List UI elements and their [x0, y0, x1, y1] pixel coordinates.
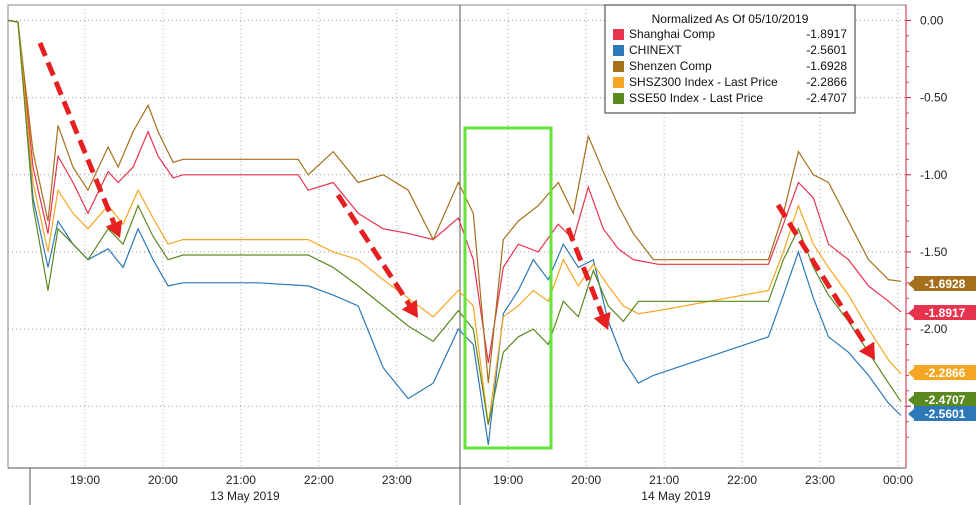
- x-tick-label: 21:00: [226, 473, 256, 487]
- series-line: [7, 19, 902, 384]
- series-line: [7, 19, 902, 425]
- x-tick-label: 22:00: [727, 473, 757, 487]
- trend-arrow: [37, 42, 117, 225]
- x-tick-label: 19:00: [70, 473, 100, 487]
- trend-arrow: [565, 227, 605, 317]
- end-value-label: -2.2866: [925, 366, 966, 380]
- end-value-badge: [914, 392, 976, 407]
- legend-entry-value: -1.6928: [806, 59, 847, 73]
- legend-entry-name: Shenzen Comp: [629, 59, 712, 73]
- legend-swatch: [613, 77, 624, 88]
- end-value-pointer: [908, 395, 914, 405]
- series-line: [7, 19, 902, 364]
- x-tick-label: 23:00: [382, 473, 412, 487]
- legend-swatch: [613, 45, 624, 56]
- legend-entry-value: -1.8917: [806, 27, 847, 41]
- end-value-badge: [914, 365, 976, 380]
- date-label: 14 May 2019: [641, 489, 711, 503]
- end-value-pointer: [908, 308, 914, 318]
- end-value-pointer: [908, 409, 914, 419]
- end-value-pointer: [908, 279, 914, 289]
- y-tick-label: -1.50: [920, 245, 948, 259]
- end-value-label: -2.5601: [925, 407, 966, 421]
- trend-arrow: [775, 203, 869, 348]
- end-value-pointer: [908, 368, 914, 378]
- date-label: 13 May 2019: [210, 489, 280, 503]
- legend-swatch: [613, 29, 624, 40]
- trend-arrow-head: [593, 311, 611, 330]
- end-value-label: -1.6928: [925, 277, 966, 291]
- legend-entry-name: SHSZ300 Index - Last Price: [629, 75, 778, 89]
- end-value-label: -1.8917: [925, 306, 966, 320]
- y-tick-label: -0.50: [920, 91, 948, 105]
- y-tick-label: -2.00: [920, 322, 948, 336]
- end-value-label: -2.4707: [925, 393, 966, 407]
- x-tick-label: 20:00: [148, 473, 178, 487]
- end-value-badge: [914, 406, 976, 421]
- y-tick-label: 0.00: [920, 13, 944, 27]
- legend-entry-name: SSE50 Index - Last Price: [629, 91, 763, 105]
- series-line: [7, 19, 902, 445]
- legend-title: Normalized As Of 05/10/2019: [652, 12, 809, 26]
- legend-box: [604, 4, 856, 114]
- trend-arrow-head: [401, 299, 418, 318]
- legend-entry-name: CHINEXT: [629, 43, 682, 57]
- x-tick-label: 21:00: [649, 473, 679, 487]
- legend-swatch: [613, 61, 624, 72]
- end-value-badge: [914, 305, 976, 320]
- x-tick-label: 19:00: [493, 473, 523, 487]
- legend-entry-value: -2.5601: [806, 43, 847, 57]
- x-tick-label: 00:00: [883, 473, 913, 487]
- legend-entry-name: Shanghai Comp: [629, 27, 715, 41]
- trend-arrow-head: [105, 219, 123, 238]
- legend-swatch: [613, 93, 624, 104]
- x-tick-label: 22:00: [304, 473, 334, 487]
- legend-entry-value: -2.2866: [806, 75, 847, 89]
- y-tick-label: -1.00: [920, 168, 948, 182]
- trend-arrow: [335, 193, 412, 306]
- highlight-box: [463, 126, 553, 450]
- legend-entry-value: -2.4707: [806, 91, 847, 105]
- x-tick-label: 20:00: [571, 473, 601, 487]
- x-tick-label: 23:00: [805, 473, 835, 487]
- trend-arrow-head: [858, 341, 875, 360]
- end-value-badge: [914, 276, 976, 291]
